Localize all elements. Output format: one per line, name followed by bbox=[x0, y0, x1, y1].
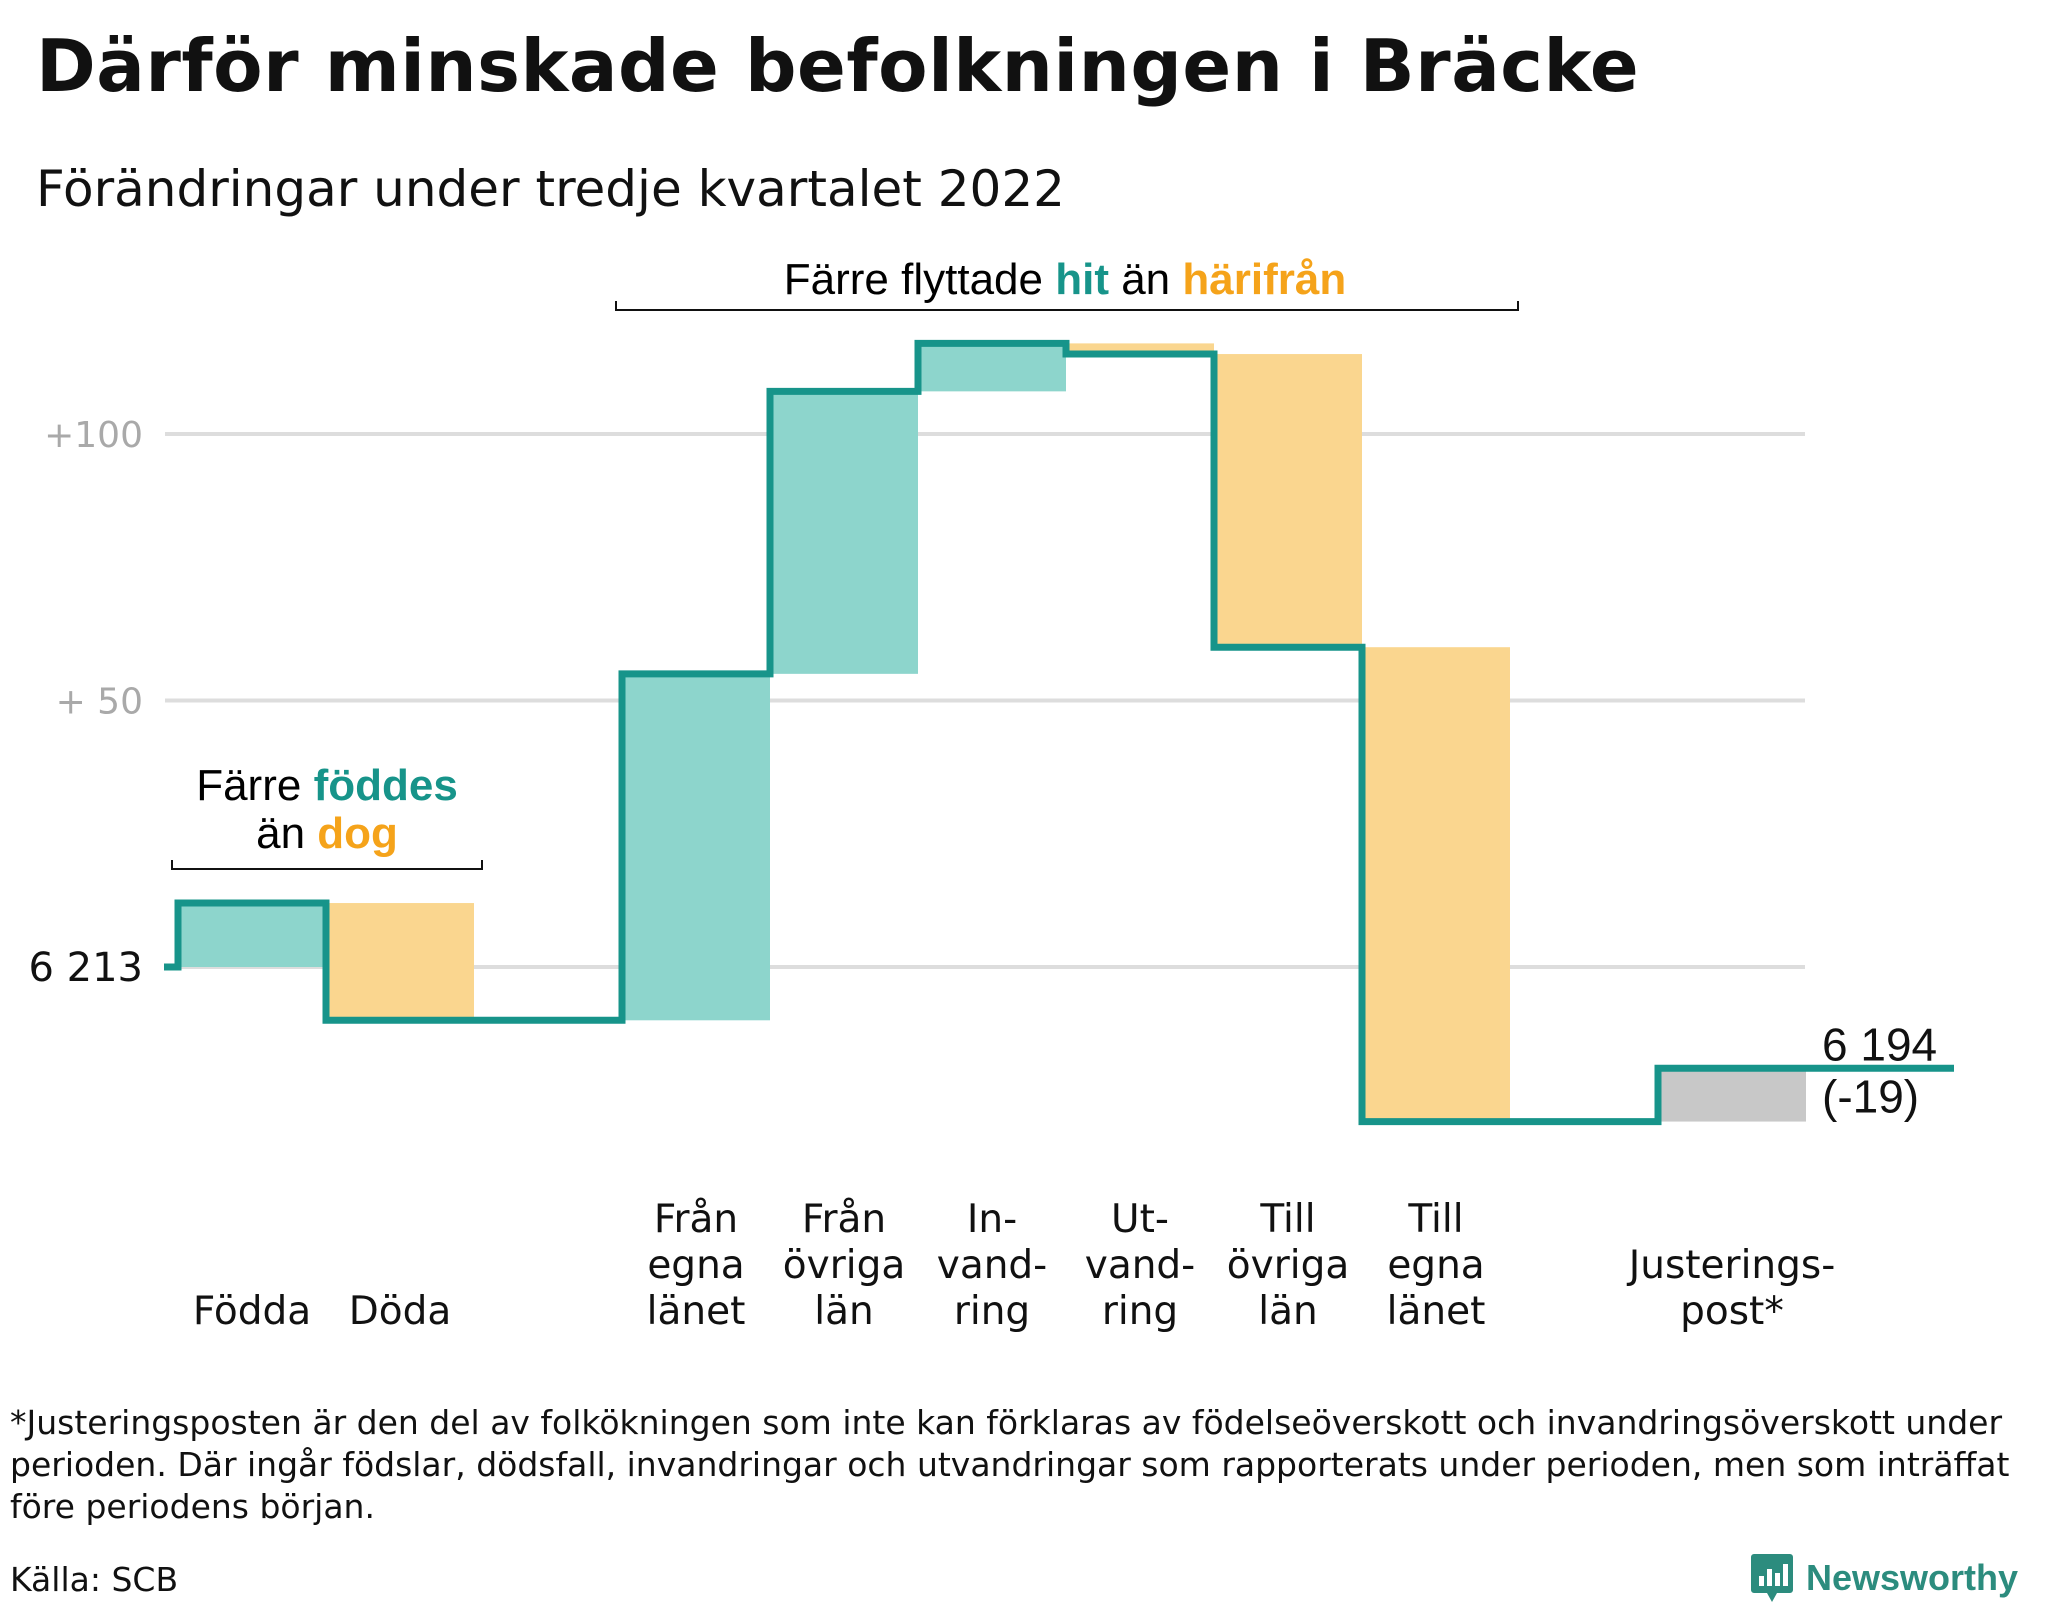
births-annotation-line2: än dog bbox=[256, 809, 398, 858]
category-label: Ut- bbox=[1111, 1197, 1169, 1242]
end-change-label: (-19) bbox=[1822, 1070, 1919, 1122]
chart-title: Därför minskade befolkningen i Bräcke bbox=[36, 24, 1640, 108]
brand-logo: Newsworthy bbox=[1750, 1550, 2018, 1606]
births-annotation-line1: Färre föddes bbox=[196, 761, 458, 810]
category-label: länet bbox=[647, 1289, 746, 1334]
category-label: Till bbox=[1259, 1197, 1315, 1242]
births-bracket bbox=[171, 860, 483, 870]
category-label: Från bbox=[802, 1197, 886, 1242]
bar bbox=[178, 903, 326, 967]
category-label: övriga bbox=[783, 1243, 905, 1288]
newsworthy-logo-icon bbox=[1750, 1554, 1793, 1602]
migration-bracket bbox=[615, 301, 1519, 311]
births-annotation: Färre föddes än dog bbox=[171, 761, 483, 870]
category-label: län bbox=[814, 1289, 873, 1334]
start-value-label: 6 213 bbox=[28, 945, 143, 991]
bars bbox=[178, 343, 1806, 1122]
category-label: Födda bbox=[193, 1289, 311, 1334]
bar bbox=[326, 903, 474, 1021]
category-label: vand- bbox=[1085, 1243, 1196, 1288]
bar bbox=[622, 673, 770, 1021]
bar bbox=[1214, 354, 1362, 648]
source-note: Källa: SCB bbox=[10, 1560, 179, 1599]
y-tick-label: +100 bbox=[44, 415, 143, 456]
category-label: Från bbox=[654, 1197, 738, 1242]
migration-annotation-text: Färre flyttade hit än härifrån bbox=[784, 255, 1346, 304]
category-label: post* bbox=[1680, 1289, 1784, 1334]
gridlines bbox=[165, 432, 1805, 969]
connector-step-line bbox=[164, 339, 1954, 1126]
category-label: övriga bbox=[1227, 1243, 1349, 1288]
category-label: län bbox=[1258, 1289, 1317, 1334]
category-label: ring bbox=[954, 1289, 1030, 1334]
bar bbox=[1658, 1068, 1806, 1122]
chart-subtitle: Förändringar under tredje kvartalet 2022 bbox=[36, 160, 1065, 218]
bar bbox=[1066, 343, 1214, 355]
end-value-label: 6 194 bbox=[1822, 1018, 1937, 1070]
footnote: *Justeringsposten är den del av folkökni… bbox=[10, 1403, 2010, 1526]
bar bbox=[770, 391, 918, 674]
y-ticks: +100 + 50 bbox=[44, 415, 143, 723]
value-labels: 6 213 6 194(-19) bbox=[28, 945, 1937, 1122]
connector-line bbox=[164, 339, 1954, 1126]
category-label: Justerings- bbox=[1626, 1243, 1836, 1288]
category-label: egna bbox=[647, 1243, 744, 1288]
category-label: egna bbox=[1387, 1243, 1484, 1288]
category-label: länet bbox=[1387, 1289, 1486, 1334]
waterfall-chart: +100+ 50 Födda DödaFrånegnalänetFrånövrig… bbox=[28, 255, 1954, 1334]
bar bbox=[1362, 647, 1510, 1122]
category-label: In- bbox=[967, 1197, 1017, 1242]
category-label: vand- bbox=[937, 1243, 1048, 1288]
category-label: ring bbox=[1102, 1289, 1178, 1334]
brand-name: Newsworthy bbox=[1805, 1557, 2018, 1598]
category-labels: Födda DödaFrånegnalänetFrånövrigalänIn-va… bbox=[193, 1197, 1835, 1334]
y-tick-label: + 50 bbox=[56, 682, 143, 723]
category-label: Till bbox=[1407, 1197, 1463, 1242]
bar bbox=[918, 343, 1066, 392]
migration-annotation: Färre flyttade hit än härifrån bbox=[615, 255, 1519, 311]
category-label: Döda bbox=[349, 1289, 452, 1334]
